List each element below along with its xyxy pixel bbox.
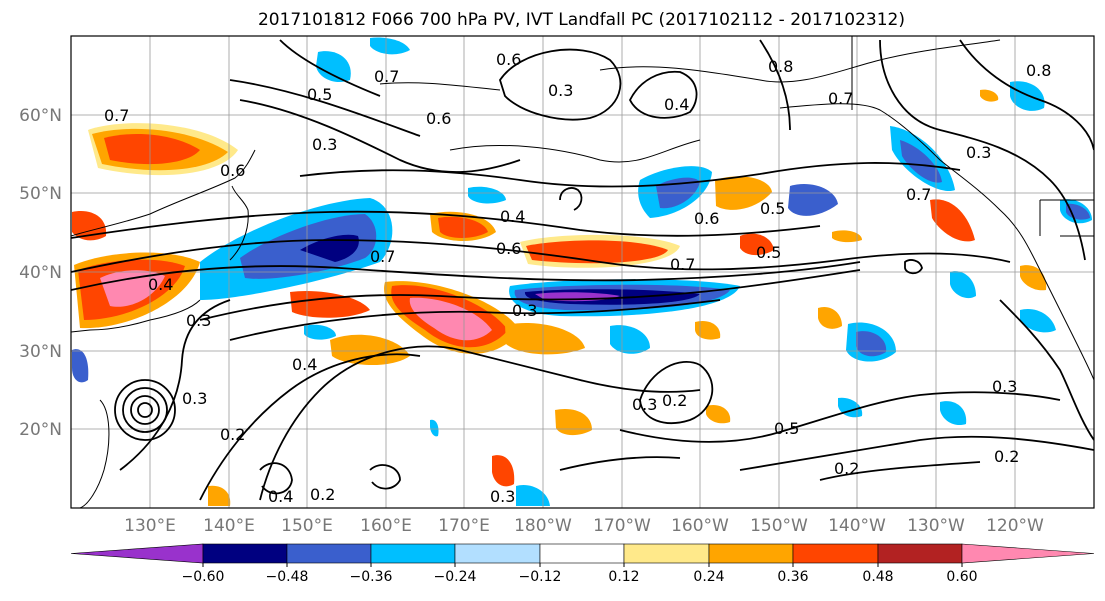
latitude-axis: 60°N 50°N 40°N 30°N 20°N <box>19 106 62 440</box>
latitude-label: 30°N <box>19 342 62 362</box>
longitude-label: 150°E <box>281 516 333 536</box>
contour-label: 0.7 <box>906 185 931 204</box>
contour-label: 0.2 <box>220 425 245 444</box>
contour-lines <box>71 39 1094 501</box>
latitude-label: 40°N <box>19 263 62 283</box>
coastlines <box>71 36 1094 508</box>
negative-anomaly-2 <box>200 198 393 300</box>
colorbar-segment <box>370 543 456 564</box>
colorbar-tick-label: 0.48 <box>862 569 893 585</box>
contour-label: 0.6 <box>496 239 521 258</box>
contour-label: 0.3 <box>490 487 515 506</box>
figure-title: 2017101812 F066 700 hPa PV, IVT Landfall… <box>257 10 905 30</box>
contour-label: 0.7 <box>828 89 853 108</box>
latitude-label: 50°N <box>19 184 62 204</box>
positive-anomaly-6 <box>72 89 1047 506</box>
colorbar-tick-label: 0.36 <box>777 569 808 585</box>
negative-anomaly-3 <box>72 37 1092 506</box>
contour-label: 0.3 <box>186 311 211 330</box>
longitude-axis: 130°E 140°E 150°E 160°E 170°E 180°W 170°… <box>124 516 1044 536</box>
positive-anomaly-5 <box>430 211 496 241</box>
colorbar: −0.60 −0.48 −0.36 −0.24 −0.12 0.12 0.24 0.36 0.4… <box>70 543 1095 585</box>
contour-label: 0.7 <box>104 106 129 125</box>
contour-label: 0.3 <box>632 395 657 414</box>
contour-label: 0.6 <box>220 161 245 180</box>
contour-label: 0.7 <box>374 67 399 86</box>
colorbar-segments <box>70 543 1095 564</box>
contour-label: 0.2 <box>662 391 687 410</box>
positive-anomaly-3 <box>384 281 520 354</box>
contour-label: 0.4 <box>268 487 293 506</box>
colorbar-segment <box>202 543 288 564</box>
contour-label: 0.6 <box>426 109 451 128</box>
colorbar-tick-label: −0.60 <box>182 569 225 585</box>
contour-label: 0.8 <box>1026 61 1051 80</box>
longitude-label: 140°E <box>203 516 255 536</box>
colorbar-tick-label: −0.48 <box>266 569 309 585</box>
contour-label: 0.5 <box>774 419 799 438</box>
longitude-label: 180°W <box>514 516 572 536</box>
longitude-label: 160°W <box>671 516 729 536</box>
contour-label: 0.7 <box>670 255 695 274</box>
colorbar-segment <box>286 543 372 564</box>
contour-label: 0.8 <box>768 57 793 76</box>
contour-label: 0.5 <box>307 85 332 104</box>
colorbar-segment <box>708 543 794 564</box>
colorbar-tick-label: −0.12 <box>519 569 562 585</box>
longitude-label: 160°E <box>360 516 412 536</box>
contour-label: 0.4 <box>148 275 173 294</box>
colorbar-segment <box>877 543 963 564</box>
contour-label: 0.3 <box>182 389 207 408</box>
colorbar-tick-label: 0.12 <box>608 569 639 585</box>
longitude-label: 170°W <box>593 516 651 536</box>
colorbar-segment <box>961 543 1095 564</box>
shaded-field <box>72 37 1092 506</box>
longitude-label: 170°E <box>438 516 490 536</box>
contour-label: 0.5 <box>756 243 781 262</box>
colorbar-segment <box>539 543 625 564</box>
positive-anomaly-4 <box>520 234 680 268</box>
contour-label: 0.3 <box>312 135 337 154</box>
contour-label: 0.4 <box>500 207 525 226</box>
contour-label: 0.3 <box>512 301 537 320</box>
colorbar-segment <box>792 543 879 564</box>
latitude-label: 20°N <box>19 420 62 440</box>
contour-label: 0.7 <box>370 247 395 266</box>
longitude-label: 130°W <box>907 516 965 536</box>
colorbar-tick-label: 0.24 <box>693 569 724 585</box>
colorbar-segment <box>623 543 710 564</box>
colorbar-tick-label: 0.60 <box>946 569 977 585</box>
contour-label: 0.4 <box>664 95 689 114</box>
colorbar-tick-label: −0.36 <box>350 569 393 585</box>
contour-label: 0.3 <box>992 377 1017 396</box>
longitude-label: 130°E <box>124 516 176 536</box>
contour-label-group: 0.7 0.6 0.7 0.5 0.3 0.6 0.3 0.4 0.8 0.7 … <box>104 50 1051 506</box>
colorbar-ticks: −0.60 −0.48 −0.36 −0.24 −0.12 0.12 0.24 0.36 0.4… <box>182 563 978 585</box>
contour-label: 0.6 <box>694 209 719 228</box>
contour-label: 0.4 <box>292 355 317 374</box>
contour-label: 0.6 <box>496 50 521 69</box>
contour-label: 0.3 <box>548 81 573 100</box>
colorbar-segment <box>70 543 204 564</box>
colorbar-tick-label: −0.24 <box>434 569 477 585</box>
contour-label: 0.5 <box>760 199 785 218</box>
contour-label: 0.2 <box>994 447 1019 466</box>
longitude-label: 120°W <box>986 516 1044 536</box>
longitude-label: 150°W <box>750 516 808 536</box>
positive-anomaly-1 <box>88 123 238 176</box>
latitude-label: 60°N <box>19 106 62 126</box>
contour-label: 0.2 <box>834 459 859 478</box>
contour-label: 0.2 <box>310 485 335 504</box>
map-border <box>70 35 1095 509</box>
colorbar-segment <box>454 543 541 564</box>
contour-label: 0.3 <box>966 143 991 162</box>
longitude-label: 140°W <box>828 516 886 536</box>
